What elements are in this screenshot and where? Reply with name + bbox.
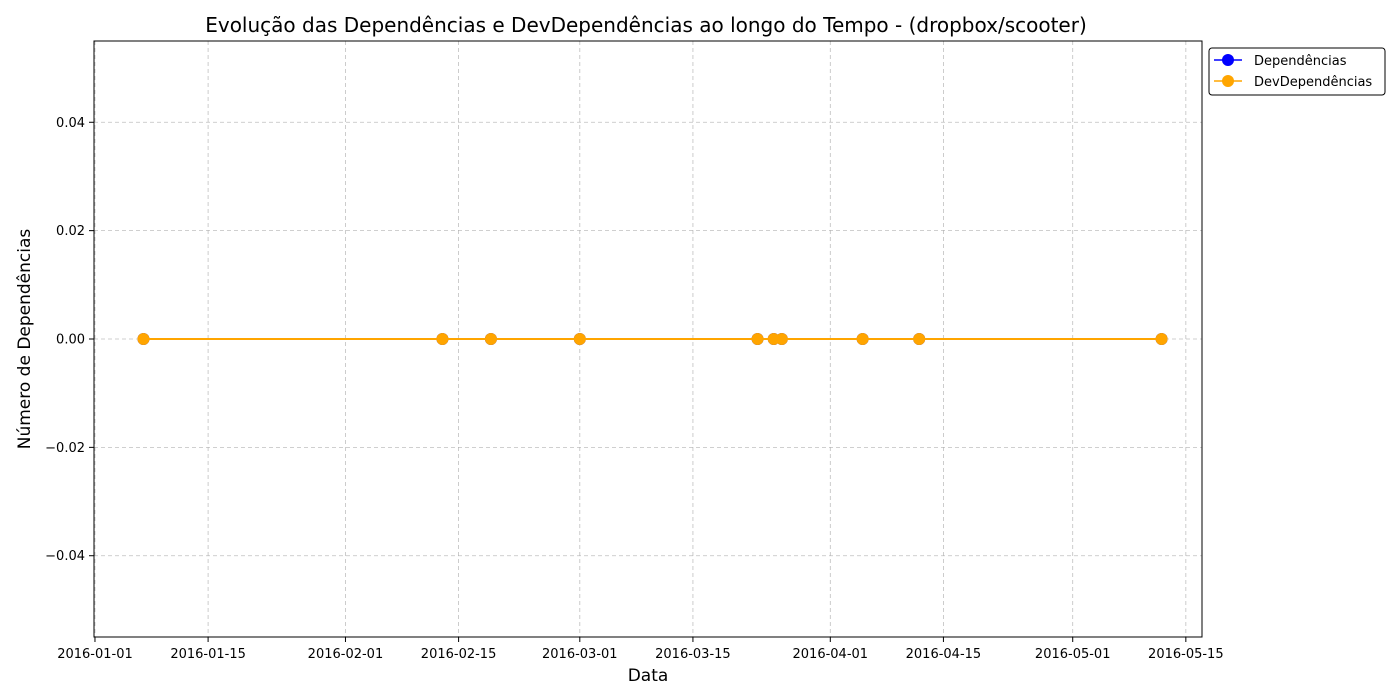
legend-label-dependencias: Dependências <box>1254 54 1347 69</box>
data-point-devdependencias <box>436 333 449 345</box>
x-tick-label: 2016-03-01 <box>542 647 618 662</box>
x-tick-label: 2016-02-01 <box>308 647 384 662</box>
data-point-devdependencias <box>1155 333 1168 345</box>
legend-marker-dependencias <box>1222 54 1234 66</box>
data-point-devdependencias <box>751 333 764 345</box>
x-axis-label: Data <box>628 666 669 686</box>
y-tick-label: 0.02 <box>56 224 85 239</box>
data-point-devdependencias <box>856 333 869 345</box>
x-tick-label: 2016-04-01 <box>793 647 869 662</box>
y-axis: −0.04 −0.02 0.00 0.02 0.04 <box>45 116 94 564</box>
y-tick-label: 0.04 <box>56 116 85 131</box>
data-point-devdependencias <box>573 333 586 345</box>
x-tick-label: 2016-05-15 <box>1148 647 1224 662</box>
x-tick-label: 2016-01-15 <box>170 647 246 662</box>
legend-label-devdependencias: DevDependências <box>1254 75 1372 90</box>
legend-frame <box>1208 47 1386 96</box>
y-tick-label: −0.02 <box>45 441 85 456</box>
legend-marker-devdependencias <box>1222 75 1234 87</box>
x-tick-label: 2016-02-15 <box>421 647 497 662</box>
y-axis-label: Número de Dependências <box>15 229 35 450</box>
y-tick-label: 0.00 <box>56 333 85 348</box>
data-point-devdependencias <box>775 333 788 345</box>
chart-title: Evolução das Dependências e DevDependênc… <box>205 13 1087 37</box>
data-point-devdependencias <box>484 333 497 345</box>
data-point-devdependencias <box>137 333 150 345</box>
x-axis: 2016-01-01 2016-01-15 2016-02-01 2016-02-15… <box>57 637 1224 662</box>
x-tick-label: 2016-05-01 <box>1035 647 1111 662</box>
x-tick-label: 2016-04-15 <box>906 647 982 662</box>
y-tick-label: −0.04 <box>45 549 85 564</box>
series-group <box>137 333 1168 345</box>
x-tick-label: 2016-03-15 <box>655 647 731 662</box>
legend: Dependências DevDependências <box>1208 47 1386 96</box>
x-tick-label: 2016-01-01 <box>57 647 133 662</box>
data-point-devdependencias <box>913 333 926 345</box>
